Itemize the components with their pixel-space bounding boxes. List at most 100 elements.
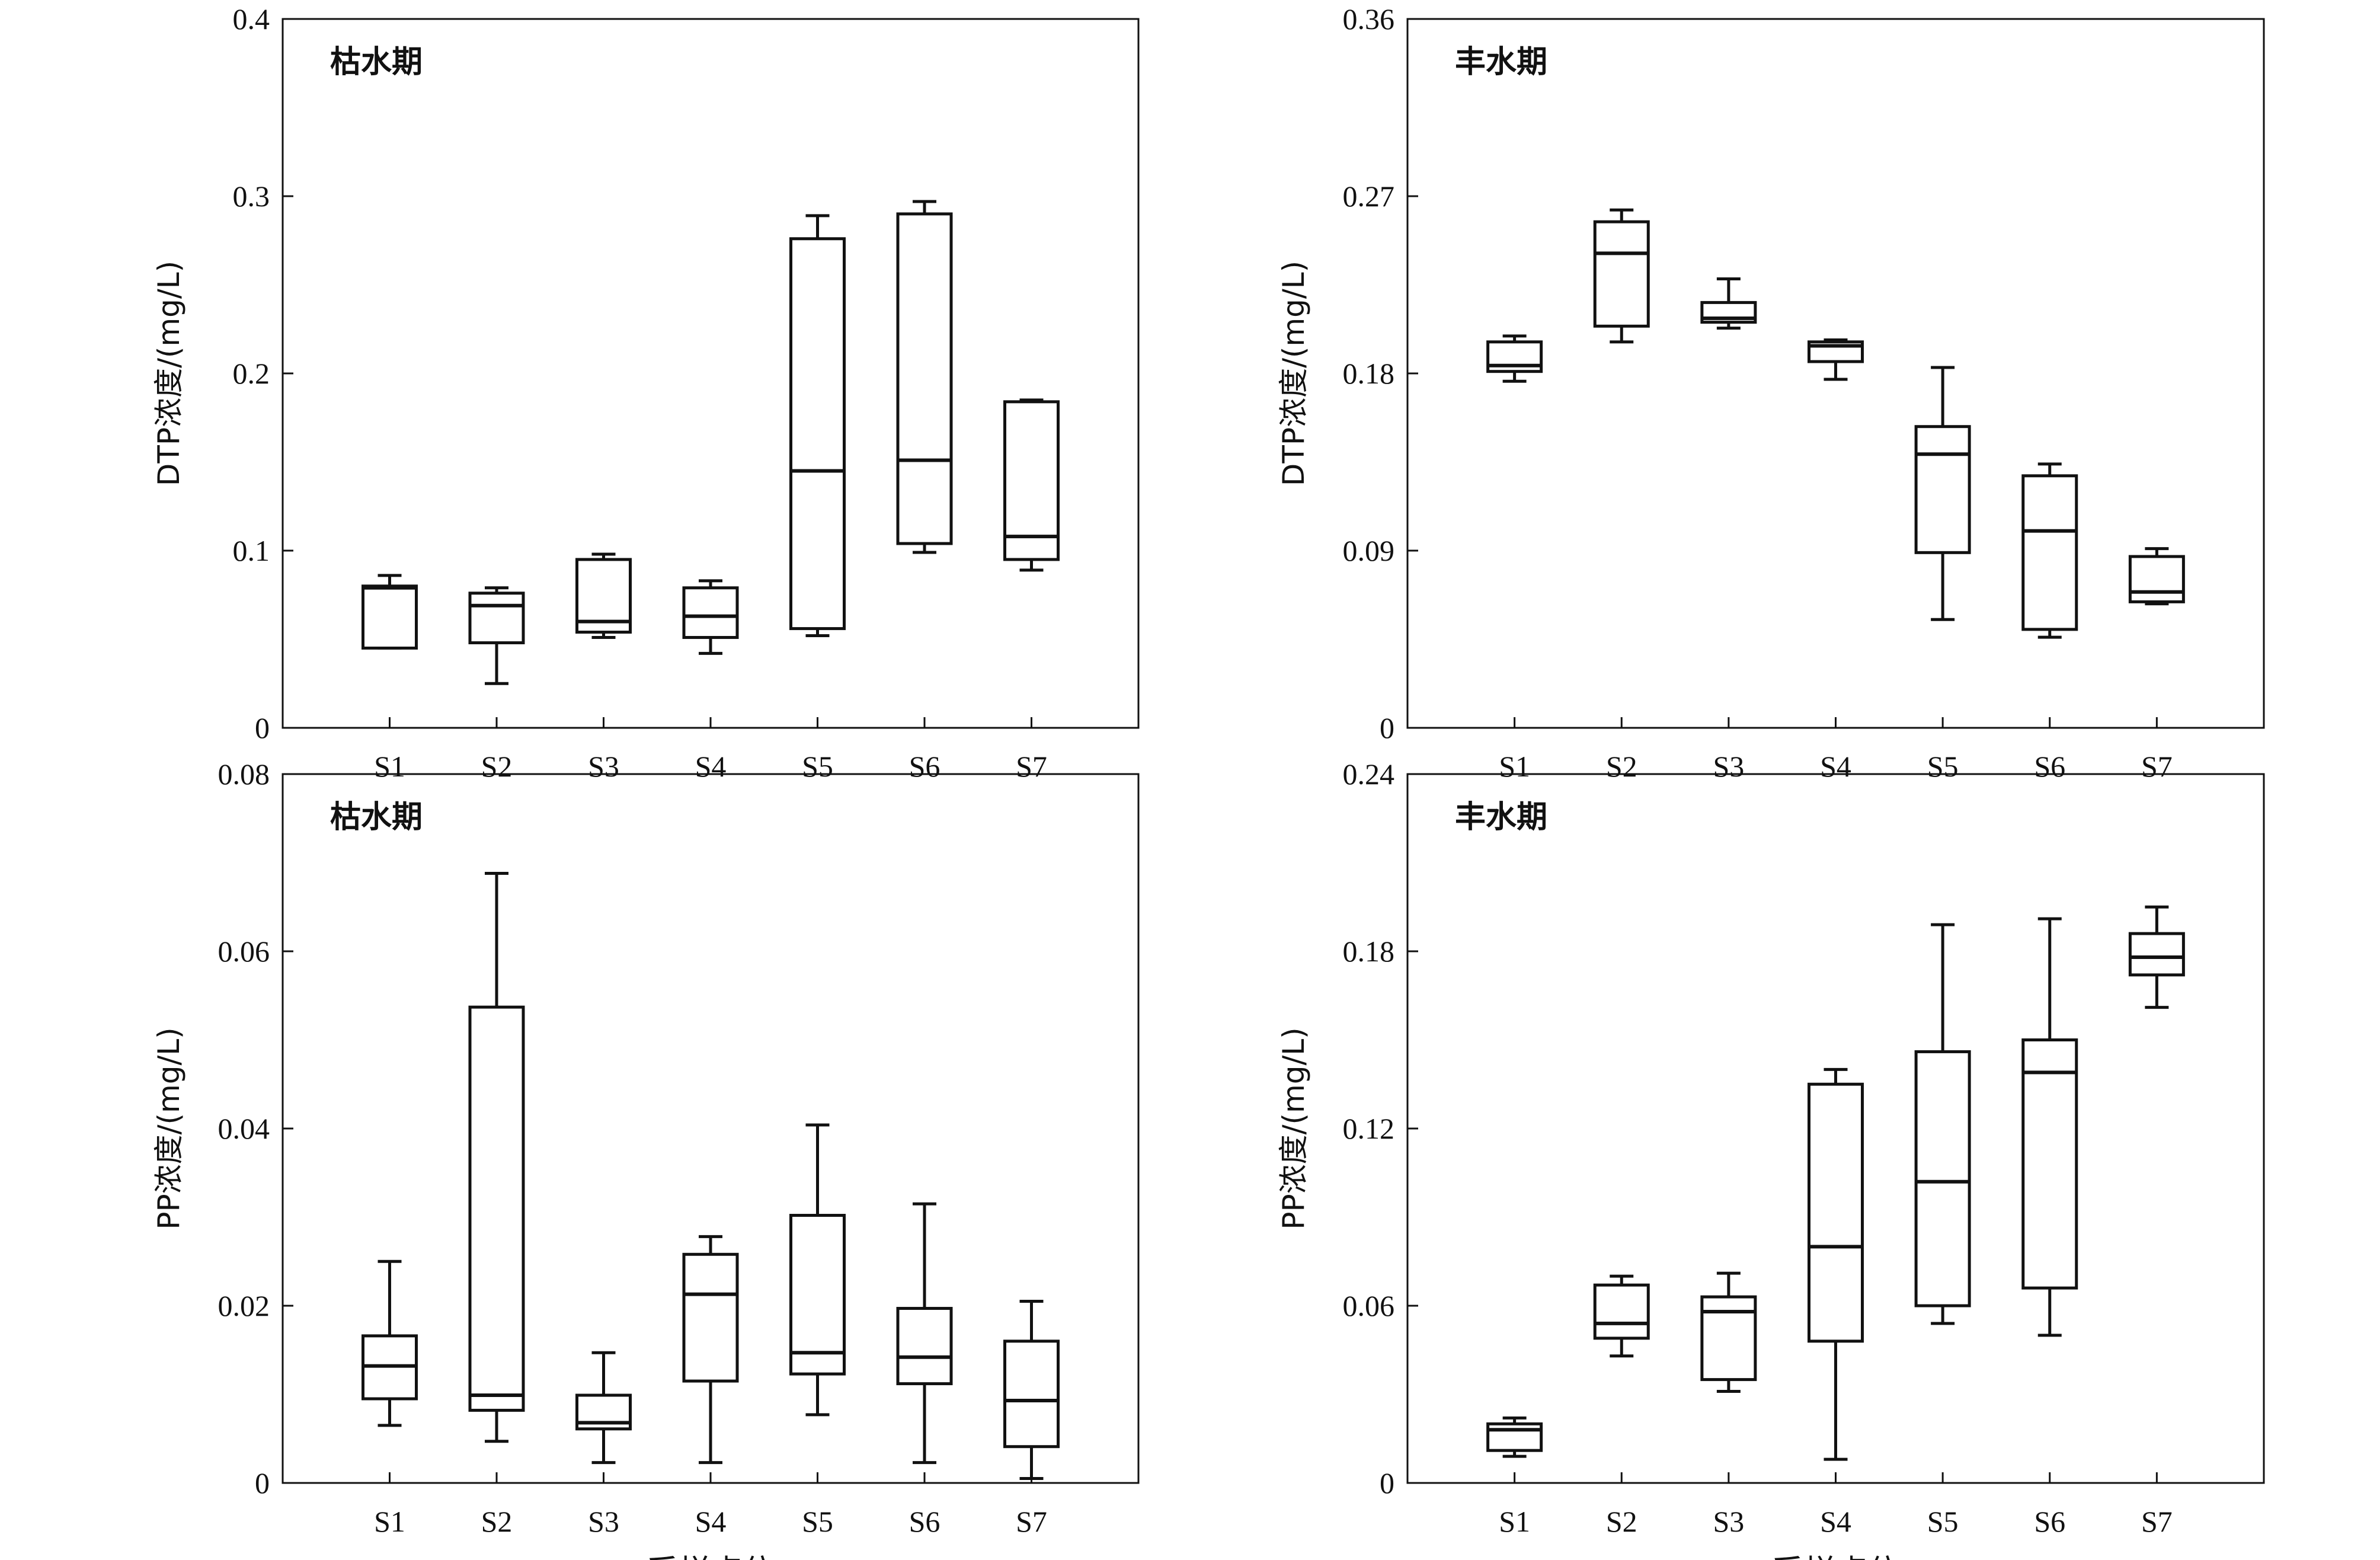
box-S3 bbox=[1700, 1271, 1757, 1393]
iqr-box bbox=[468, 1005, 525, 1412]
x-tick-label: S7 bbox=[2141, 750, 2173, 783]
x-tick-label: S4 bbox=[1820, 750, 1851, 783]
iqr-box bbox=[1914, 425, 1971, 554]
y-axis-label: DTP浓度/(mg/L) bbox=[152, 261, 186, 486]
box-S1 bbox=[362, 574, 418, 650]
iqr-box bbox=[1593, 220, 1650, 328]
x-axis-label: 采样点位 bbox=[647, 1553, 775, 1560]
box-S2 bbox=[468, 586, 525, 685]
iqr-box bbox=[2021, 474, 2078, 631]
panel-title: 枯水期 bbox=[330, 800, 423, 835]
box-S6 bbox=[2021, 462, 2078, 639]
x-tick-label: S4 bbox=[1820, 1505, 1851, 1538]
box-S5 bbox=[789, 214, 846, 638]
y-tick-label: 0.06 bbox=[218, 935, 270, 968]
box-S7 bbox=[1003, 398, 1060, 572]
x-tick-label: S7 bbox=[1016, 1505, 1047, 1538]
x-tick-label: S4 bbox=[695, 750, 727, 783]
box-S2 bbox=[1593, 208, 1650, 344]
box-S4 bbox=[1808, 338, 1864, 381]
x-axis-label: 采样点位 bbox=[1772, 1553, 1900, 1560]
y-tick-label: 0.27 bbox=[1343, 180, 1395, 213]
y-tick-label: 0.18 bbox=[1343, 357, 1395, 390]
panel-4: 0 0.06 0.12 0.18 0.24 S1 S2 S3 S4 S5 S6 S7 丰水期 PP浓度/(… bbox=[1277, 757, 2265, 1560]
x-tick-label: S2 bbox=[481, 1505, 513, 1538]
box-S6 bbox=[2021, 917, 2078, 1337]
iqr-box bbox=[468, 592, 525, 644]
x-tick-label: S2 bbox=[1606, 750, 1637, 783]
x-tick-label: S5 bbox=[1927, 1505, 1959, 1538]
iqr-box bbox=[896, 1306, 953, 1386]
x-tick-label: S2 bbox=[481, 750, 513, 783]
iqr-box bbox=[1003, 400, 1060, 561]
iqr-box bbox=[789, 1214, 846, 1376]
y-tick-label: 0.09 bbox=[1343, 534, 1395, 567]
box-S3 bbox=[575, 1351, 632, 1465]
x-tick-label: S4 bbox=[695, 1505, 727, 1538]
iqr-box bbox=[682, 1252, 739, 1383]
y-tick-label: 0.06 bbox=[1343, 1289, 1395, 1322]
y-tick-label: 0.24 bbox=[1343, 757, 1395, 791]
y-axis-label: DTP浓度/(mg/L) bbox=[1277, 261, 1311, 486]
x-tick-label: S7 bbox=[1016, 750, 1047, 783]
box-S6 bbox=[896, 200, 953, 554]
x-tick-label: S6 bbox=[2034, 750, 2065, 783]
box-S6 bbox=[896, 1202, 953, 1465]
y-tick-label: 0.02 bbox=[218, 1289, 270, 1322]
panel-title: 丰水期 bbox=[1455, 800, 1547, 835]
box-S4 bbox=[682, 1235, 739, 1465]
y-tick-label: 0.2 bbox=[233, 357, 270, 390]
x-tick-label: S6 bbox=[2034, 1505, 2065, 1538]
y-axis-label: PP浓度/(mg/L) bbox=[152, 1027, 186, 1229]
panel-3: 0 0.02 0.04 0.06 0.08 S1 S2 S3 S4 S5 S6 S7 枯水期 PP浓度/(… bbox=[152, 757, 1140, 1560]
iqr-box bbox=[2021, 1038, 2078, 1290]
box-S4 bbox=[1808, 1067, 1864, 1461]
x-tick-label: S3 bbox=[1713, 750, 1744, 783]
x-tick-label: S5 bbox=[802, 1505, 833, 1538]
y-tick-label: 0.18 bbox=[1343, 935, 1395, 968]
x-tick-label: S3 bbox=[1713, 1505, 1744, 1538]
x-tick-label: S1 bbox=[374, 750, 405, 783]
box-S5 bbox=[1914, 923, 1971, 1325]
x-tick-label: S6 bbox=[909, 1505, 941, 1538]
y-tick-label: 0 bbox=[1380, 1466, 1394, 1500]
y-tick-label: 0.12 bbox=[1343, 1112, 1395, 1145]
y-axis-label: PP浓度/(mg/L) bbox=[1277, 1027, 1311, 1229]
y-tick-label: 0.04 bbox=[218, 1112, 270, 1145]
box-S3 bbox=[1700, 277, 1757, 330]
box-S7 bbox=[1003, 1300, 1060, 1481]
box-S1 bbox=[362, 1259, 418, 1427]
box-S2 bbox=[468, 871, 525, 1443]
x-tick-label: S6 bbox=[909, 750, 941, 783]
panel-title: 枯水期 bbox=[330, 44, 423, 80]
iqr-box bbox=[896, 212, 953, 545]
box-S7 bbox=[2128, 547, 2185, 606]
x-tick-label: S1 bbox=[1499, 750, 1530, 783]
x-tick-label: S1 bbox=[374, 1505, 405, 1538]
iqr-box bbox=[362, 584, 418, 650]
iqr-box bbox=[682, 586, 739, 640]
x-tick-label: S7 bbox=[2141, 1505, 2173, 1538]
iqr-box bbox=[1486, 1422, 1543, 1452]
box-S5 bbox=[1914, 366, 1971, 621]
iqr-box bbox=[1003, 1340, 1060, 1449]
y-tick-label: 0.08 bbox=[218, 757, 270, 791]
y-tick-label: 0.36 bbox=[1343, 2, 1395, 36]
x-tick-label: S2 bbox=[1606, 1505, 1637, 1538]
iqr-box bbox=[1700, 1295, 1757, 1382]
box-S5 bbox=[789, 1123, 846, 1417]
y-tick-label: 0 bbox=[1380, 711, 1394, 744]
iqr-box bbox=[789, 237, 846, 631]
box-S7 bbox=[2128, 905, 2185, 1009]
iqr-box bbox=[2128, 555, 2185, 603]
y-tick-label: 0 bbox=[255, 711, 270, 744]
iqr-box bbox=[2128, 932, 2185, 977]
box-S1 bbox=[1486, 1416, 1543, 1458]
x-tick-label: S5 bbox=[802, 750, 833, 783]
panel-2: 0 0.09 0.18 0.27 0.36 S1 S2 S3 S4 S5 S6 S7 丰水期 DTP浓度/… bbox=[1277, 2, 2265, 783]
x-tick-label: S3 bbox=[588, 750, 619, 783]
panel-1: 0 0.1 0.2 0.3 0.4 S1 S2 S3 S4 S5 S6 S7 枯水期 DTP浓度/(mg/… bbox=[152, 2, 1140, 783]
x-tick-label: S5 bbox=[1927, 750, 1959, 783]
box-S2 bbox=[1593, 1274, 1650, 1358]
iqr-box bbox=[1593, 1283, 1650, 1340]
